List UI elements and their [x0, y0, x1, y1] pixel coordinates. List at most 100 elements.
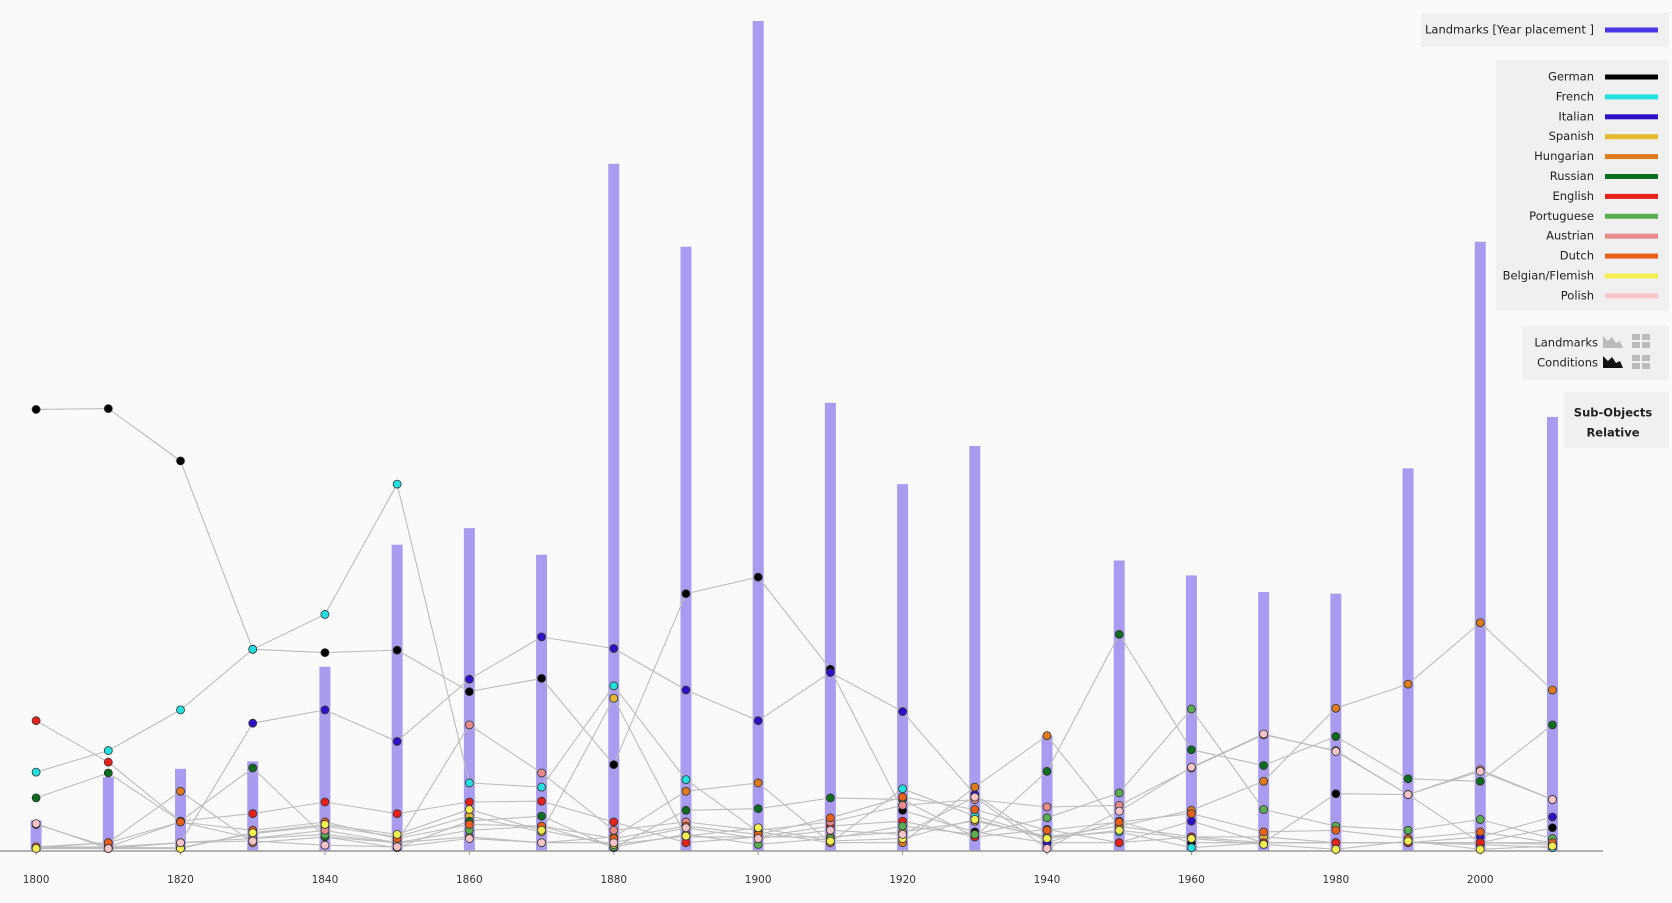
- legend-label: Portuguese: [1529, 209, 1594, 223]
- data-point: [176, 456, 185, 466]
- x-tick-label: 1980: [1322, 874, 1349, 886]
- bar: [175, 768, 187, 851]
- bar: [1113, 560, 1125, 851]
- data-point: [1187, 762, 1196, 772]
- data-point: [320, 648, 330, 658]
- dots: [31, 404, 1557, 854]
- data-point: [320, 820, 330, 829]
- data-point: [320, 705, 330, 715]
- legend-label: Hungarian: [1534, 149, 1594, 163]
- data-point: [1259, 729, 1269, 739]
- data-point: [753, 834, 763, 843]
- data-point: [1548, 720, 1557, 730]
- legend-swatch: [1605, 94, 1658, 100]
- data-point: [103, 844, 113, 853]
- bar: [30, 820, 42, 851]
- data-point: [1259, 761, 1269, 770]
- data-point: [1548, 795, 1557, 804]
- legend-label: Italian: [1558, 109, 1594, 123]
- legend-label: Belgian/Flemish: [1503, 269, 1594, 283]
- data-point: [898, 707, 907, 716]
- data-point: [970, 815, 980, 824]
- data-point: [1548, 812, 1557, 822]
- legend-label: German: [1548, 70, 1594, 84]
- data-point: [825, 825, 835, 835]
- data-point: [248, 763, 258, 773]
- data-point: [1114, 817, 1124, 827]
- legend-label: Spanish: [1549, 129, 1594, 143]
- button-label[interactable]: Sub-Objects: [1574, 406, 1653, 420]
- data-point: [1475, 815, 1485, 824]
- view-toggle[interactable]: Landmarks Conditions: [1522, 326, 1669, 380]
- area-icon[interactable]: [1603, 336, 1623, 348]
- data-point: [464, 805, 474, 814]
- legend-swatch: [1605, 293, 1658, 299]
- data-point: [464, 820, 474, 829]
- area-icon[interactable]: [1603, 356, 1623, 368]
- data-point: [1475, 618, 1485, 628]
- data-point: [1114, 838, 1124, 848]
- legend-box: [1496, 60, 1669, 311]
- data-point: [609, 838, 619, 848]
- mode-button[interactable]: Sub-Objects Relative: [1564, 392, 1669, 448]
- data-point: [1475, 766, 1485, 776]
- data-point: [1331, 825, 1341, 835]
- series-line: [36, 697, 1553, 849]
- data-point: [537, 632, 546, 642]
- data-point: [103, 757, 113, 767]
- legend-swatch: [1605, 74, 1658, 80]
- data-point: [898, 800, 907, 810]
- bar: [1258, 592, 1270, 851]
- x-tick-label: 1840: [312, 874, 339, 886]
- data-point: [176, 786, 185, 796]
- data-point: [681, 685, 691, 695]
- data-point: [176, 817, 185, 827]
- series-line: [36, 636, 1553, 849]
- data-point: [1187, 704, 1196, 714]
- data-point: [103, 404, 113, 414]
- data-point: [898, 830, 907, 839]
- data-point: [1259, 805, 1269, 814]
- toggle-label[interactable]: Landmarks: [1534, 336, 1598, 350]
- data-point: [1259, 839, 1269, 849]
- data-point: [464, 674, 474, 684]
- data-point: [31, 793, 41, 803]
- data-point: [1403, 774, 1413, 784]
- legend-label: Austrian: [1546, 229, 1594, 243]
- toggle-label[interactable]: Conditions: [1537, 356, 1598, 370]
- data-point: [1331, 703, 1341, 713]
- data-point: [103, 746, 113, 755]
- legend-swatch: [1605, 134, 1658, 140]
- legend-label: Russian: [1550, 169, 1594, 183]
- data-point: [31, 819, 41, 829]
- data-point: [537, 673, 546, 683]
- data-point: [898, 792, 907, 802]
- data-point: [1187, 745, 1196, 755]
- data-point: [970, 782, 980, 792]
- data-point: [1187, 843, 1196, 853]
- data-point: [1187, 834, 1196, 843]
- data-point: [1475, 844, 1485, 854]
- x-tick-label: 1800: [23, 874, 50, 886]
- legend-swatch: [1605, 114, 1658, 120]
- data-point: [970, 792, 980, 802]
- legend-swatch: [1605, 193, 1658, 199]
- x-tick-label: 1960: [1178, 874, 1205, 886]
- legend-swatch: [1605, 273, 1658, 279]
- data-point: [248, 644, 258, 654]
- button-box[interactable]: [1564, 392, 1669, 448]
- data-point: [1114, 825, 1124, 835]
- legend-swatch: [1605, 233, 1658, 239]
- data-point: [970, 805, 980, 814]
- data-point: [103, 768, 113, 778]
- data-point: [1114, 806, 1124, 816]
- legend-label: Landmarks [Year placement ]: [1425, 23, 1594, 37]
- grid-icon[interactable]: [1632, 334, 1650, 369]
- data-point: [1403, 825, 1413, 835]
- data-point: [753, 823, 763, 833]
- button-label[interactable]: Relative: [1586, 426, 1639, 440]
- lines: [35, 408, 1553, 850]
- data-point: [825, 793, 835, 803]
- data-point: [248, 809, 258, 819]
- data-point: [898, 784, 907, 794]
